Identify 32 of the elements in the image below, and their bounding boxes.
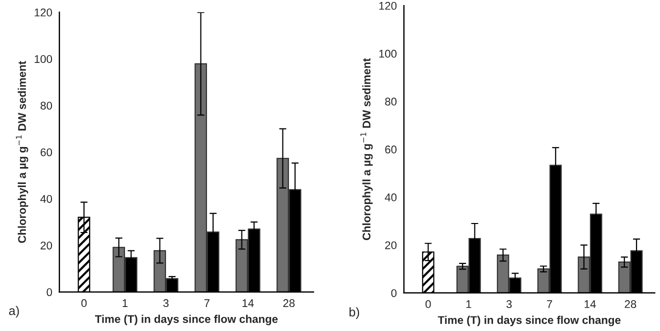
x-tick-label: 1 <box>466 300 472 308</box>
x-axis-title: Time (T) in days since flow change <box>438 316 621 326</box>
y-tick-label: 100 <box>34 55 52 63</box>
x-tick-label: 28 <box>283 299 295 308</box>
y-tick-label: 40 <box>40 194 52 203</box>
x-tick-label: 0 <box>81 299 87 308</box>
x-tick-label: 0 <box>426 300 431 308</box>
x-tick-label: 7 <box>547 300 552 308</box>
y-tick-label: 120 <box>379 2 397 10</box>
y-tick-label: 80 <box>385 98 397 106</box>
text: b) <box>350 307 360 319</box>
y-tick-label: 120 <box>34 8 52 16</box>
y-tick-label: 40 <box>384 193 397 202</box>
x-tick-label: 28 <box>624 300 636 308</box>
y-tick-label: 60 <box>385 146 397 154</box>
y-tick-label: 100 <box>379 50 397 58</box>
x-axis-title: Time (T) in days since flow change <box>94 314 278 326</box>
y-axis-title: Chlorophyll a µg g$^{−1}$ DW sediment <box>360 58 373 240</box>
y-axis-title: Chlorophyll a µg g$^{−1}$ DW sediment <box>16 61 28 243</box>
x-tick-label: 3 <box>506 300 512 308</box>
y-tick-label: 20 <box>385 241 397 250</box>
x-tick-label: 7 <box>204 299 210 307</box>
x-tick-label: 1 <box>122 299 128 307</box>
y-tick-label: 80 <box>40 102 52 110</box>
y-tick-label: 60 <box>40 148 52 156</box>
x-tick-label: 14 <box>584 300 596 308</box>
y-tick-label: 0 <box>391 289 397 298</box>
y-tick-label: 20 <box>40 242 52 250</box>
x-tick-label: 3 <box>163 299 169 308</box>
y-tick-label: 0 <box>46 288 52 296</box>
x-tick-label: 14 <box>242 299 254 307</box>
text: a) <box>9 306 19 318</box>
